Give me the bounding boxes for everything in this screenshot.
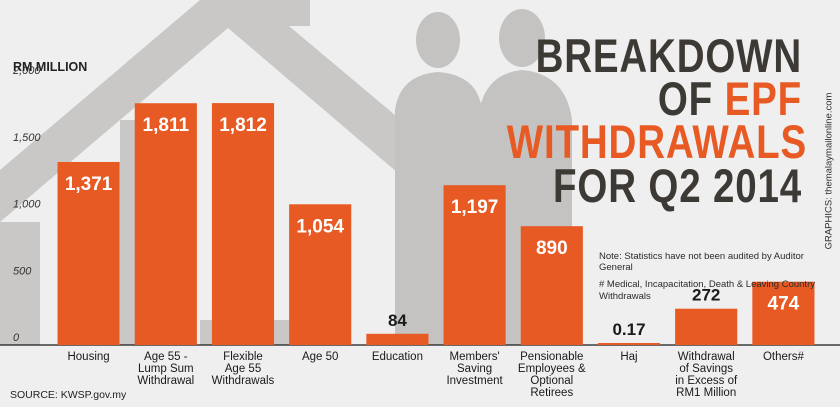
bar <box>752 281 815 345</box>
note-audit: Note: Statistics have not been audited b… <box>599 251 804 274</box>
category-label: Members' <box>450 351 500 363</box>
data-label: 1,371 <box>65 174 113 195</box>
data-label: 1,054 <box>296 216 344 237</box>
category-label: Lump Sum <box>138 363 194 375</box>
bar <box>597 343 661 345</box>
category-label: Others# <box>763 351 805 363</box>
y-tick-label: 1,000 <box>13 199 41 211</box>
category-label: Employees & <box>518 363 586 375</box>
source-label: SOURCE: KWSP.gov.my <box>10 389 127 401</box>
category-label: Withdrawal <box>678 351 735 363</box>
data-label: 474 <box>768 294 800 315</box>
category-label: Haj <box>620 351 637 363</box>
category-label: in Excess of <box>675 375 738 387</box>
category-label: Saving <box>457 363 492 375</box>
category-label: Withdrawal <box>137 375 194 387</box>
category-label: Retirees <box>530 387 573 399</box>
category-label: Withdrawals <box>212 375 275 387</box>
data-label: 890 <box>536 238 568 259</box>
bar <box>675 308 738 345</box>
data-label: 84 <box>388 311 407 330</box>
data-label: 1,197 <box>451 197 499 218</box>
bar <box>443 185 506 345</box>
y-tick-label: 2,000 <box>12 65 41 77</box>
graphics-credit: GRAPHICS: themalaymailonline.com <box>823 92 835 250</box>
data-label: 0.17 <box>612 320 645 339</box>
bar <box>134 103 197 345</box>
data-label: 272 <box>692 286 720 305</box>
category-label: Age 55 - <box>144 351 188 363</box>
bar <box>366 333 429 345</box>
y-tick-label: 0 <box>13 332 20 344</box>
category-label: Optional <box>530 375 573 387</box>
y-tick-label: 500 <box>13 265 32 277</box>
y-tick-label: 1,500 <box>13 132 41 144</box>
category-label: Flexible <box>223 351 263 363</box>
bar <box>520 226 583 345</box>
category-label: of Savings <box>679 363 733 375</box>
category-label: Pensionable <box>520 351 583 363</box>
data-label: 1,811 <box>143 115 190 136</box>
category-label: Age 50 <box>302 351 338 363</box>
y-axis-label: RM MILLION <box>13 60 88 74</box>
chart-title: BREAKDOWN OF EPF WITHDRAWALS FOR Q2 2014 <box>506 29 807 212</box>
bar <box>57 161 120 345</box>
category-label: Education <box>372 351 423 363</box>
title-line-2a: OF <box>657 72 714 126</box>
category-label: Investment <box>446 375 503 387</box>
title-line-4: FOR Q2 2014 <box>553 158 802 212</box>
title-line-3: WITHDRAWALS <box>506 115 807 169</box>
title-line-1: BREAKDOWN <box>535 29 802 82</box>
category-label: RM1 Million <box>676 387 736 399</box>
category-label: Age 55 <box>225 363 261 375</box>
bar <box>211 103 275 346</box>
title-line-2b: EPF <box>724 72 802 126</box>
data-label: 1,812 <box>219 115 267 136</box>
bar <box>289 204 352 345</box>
category-label: Housing <box>67 351 109 363</box>
note-others-definition: # Medical, Incapacitation, Death & Leavi… <box>599 279 815 302</box>
note-box: Note: Statistics have not been audited b… <box>599 251 819 308</box>
